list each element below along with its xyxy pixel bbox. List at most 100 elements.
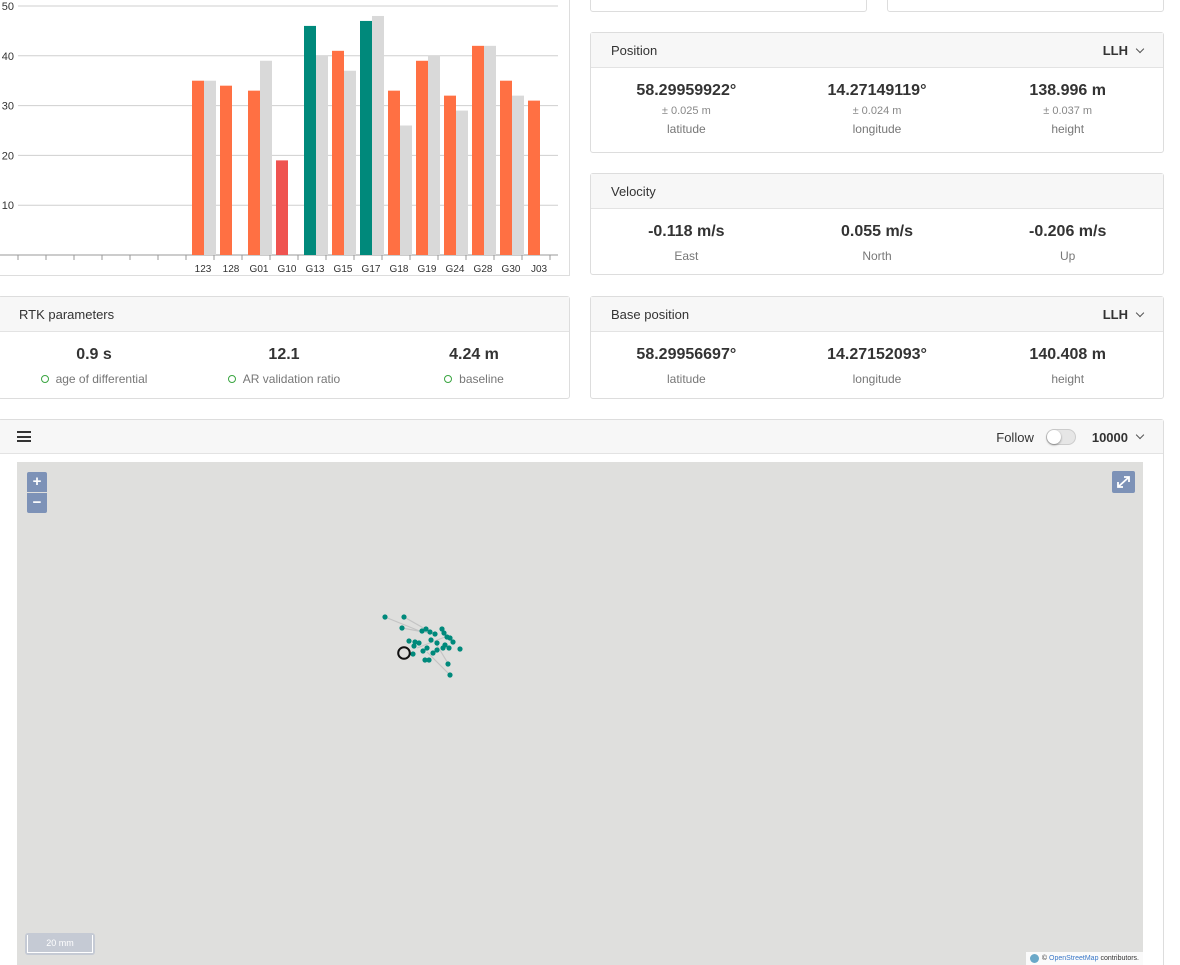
velocity-east: -0.118 m/s East — [591, 209, 782, 263]
rtk-age-of-differential: 0.9 s age of differential — [0, 332, 189, 386]
position-title: Position — [611, 42, 658, 58]
base-position-card-header: Base position LLH — [591, 297, 1163, 332]
position-height: 138.996 m ± 0.037 m height — [972, 68, 1163, 136]
position-longitude-value: 14.27149119° — [827, 82, 927, 99]
position-mode-dropdown[interactable]: LLH — [1102, 33, 1145, 68]
bar-series-2 — [484, 45, 496, 256]
bar-series-2 — [512, 95, 524, 255]
velocity-card: Velocity -0.118 m/s East 0.055 m/s North… — [590, 173, 1164, 275]
openstreetmap-link[interactable]: OpenStreetMap — [1049, 955, 1099, 962]
fullscreen-button[interactable] — [1112, 471, 1135, 493]
track-point — [439, 626, 445, 632]
menu-icon[interactable] — [17, 431, 31, 442]
zoom-in-button[interactable]: + — [27, 472, 47, 492]
track-point — [406, 638, 412, 644]
rtk-age-label: age of differential — [55, 372, 148, 386]
bar-series-1 — [528, 100, 540, 256]
bar-series-2 — [372, 15, 384, 255]
status-dot-icon — [444, 375, 453, 383]
expand-icon — [1117, 476, 1130, 488]
map-toolbar: Follow 10000 — [0, 420, 1163, 454]
bar-series-1 — [304, 25, 316, 256]
track-lines — [384, 616, 451, 676]
rtk-parameters-card: RTK parameters 0.9 s age of differential… — [0, 296, 570, 399]
history-count-dropdown[interactable]: 10000 — [1092, 430, 1145, 445]
bar-series-1 — [416, 60, 428, 255]
position-mode-value: LLH — [1102, 43, 1128, 58]
rtk-ratio-label: AR validation ratio — [242, 372, 341, 386]
base-position-card: Base position LLH 58.29956697° latitude … — [590, 296, 1164, 399]
velocity-card-header: Velocity — [591, 174, 1163, 209]
openlayers-logo-icon — [1029, 954, 1039, 963]
attribution-prefix: © — [1041, 955, 1048, 962]
velocity-east-value: -0.118 m/s — [648, 223, 725, 240]
bar-series-2 — [456, 110, 468, 255]
map-attribution: © OpenStreetMap contributors. — [1025, 952, 1143, 965]
base-position-mode-dropdown[interactable]: LLH — [1103, 297, 1145, 332]
track-point — [426, 657, 432, 663]
track-segment — [434, 641, 450, 666]
track-point — [446, 645, 452, 651]
x-tick-label: G24 — [446, 264, 465, 275]
bar-series-2 — [204, 80, 216, 255]
track-point — [422, 657, 428, 663]
follow-label: Follow — [996, 429, 1034, 445]
track-point — [420, 648, 426, 654]
x-tick-label: 123 — [195, 264, 212, 275]
position-latitude-accuracy: ± 0.025 m — [661, 105, 711, 117]
track-point — [434, 647, 440, 653]
track-point — [411, 643, 417, 649]
track-point — [457, 646, 463, 652]
track-segment — [403, 616, 428, 631]
track-point — [399, 625, 405, 631]
track-point — [428, 637, 434, 643]
track-point — [401, 614, 407, 620]
velocity-title: Velocity — [611, 183, 656, 199]
track-point — [445, 661, 451, 667]
velocity-east-label: East — [674, 249, 699, 263]
status-dot-icon — [40, 375, 49, 383]
base-longitude-value: 14.27152093° — [827, 346, 927, 363]
track-point — [416, 640, 422, 646]
x-tick-label: G10 — [278, 264, 297, 275]
position-card-header: Position LLH — [591, 33, 1163, 68]
rtk-baseline-label: baseline — [459, 372, 504, 386]
map-scale-label: 20 mm — [27, 935, 93, 953]
bar-series-1 — [388, 90, 400, 255]
current-position-marker — [397, 646, 411, 660]
track-layer — [382, 614, 463, 678]
bar-series-1 — [248, 90, 260, 255]
x-tick-label: G18 — [390, 264, 409, 275]
bar-series-1 — [192, 80, 204, 255]
rtk-ar-validation-ratio: 12.1 AR validation ratio — [189, 332, 379, 386]
follow-toggle[interactable] — [1045, 429, 1076, 445]
track-point — [447, 635, 453, 641]
bar-series-2 — [260, 60, 272, 255]
track-segment — [426, 651, 451, 676]
rtk-baseline: 4.24 m baseline — [379, 332, 569, 386]
velocity-north: 0.055 m/s North — [782, 209, 973, 263]
zoom-out-button[interactable]: − — [27, 493, 47, 513]
signal-strength-chart: 10 20 30 40 50 123 128 G01 G10 G13 G15 G17 G18 G19 G24… — [0, 0, 570, 276]
bar-series-1 — [220, 85, 232, 256]
velocity-north-label: North — [862, 249, 892, 263]
map-scale: 20 mm — [25, 933, 95, 955]
y-tick-label: 30 — [2, 101, 14, 113]
bar-series-1 — [472, 45, 484, 256]
y-tick-label: 50 — [2, 1, 14, 13]
follow-toggle-knob — [1046, 430, 1061, 444]
bar-series-1 — [332, 50, 344, 255]
position-map[interactable]: + − 20 mm © OpenStreetMap contributors. — [17, 462, 1143, 965]
velocity-up: -0.206 m/s Up — [972, 209, 1163, 263]
position-longitude: 14.27149119° ± 0.024 m longitude — [782, 68, 973, 136]
x-tick-label: G15 — [334, 264, 353, 275]
position-card: Position LLH 58.29959922° ± 0.025 m lati… — [590, 32, 1164, 153]
track-point — [434, 640, 440, 646]
track-point — [430, 650, 436, 656]
bar-series-1 — [500, 80, 512, 255]
track-point — [440, 645, 446, 651]
base-position-height: 140.408 m height — [972, 332, 1163, 386]
bar-series-2 — [316, 55, 328, 255]
base-latitude-label: latitude — [666, 372, 706, 386]
top-card-left — [590, 0, 867, 12]
